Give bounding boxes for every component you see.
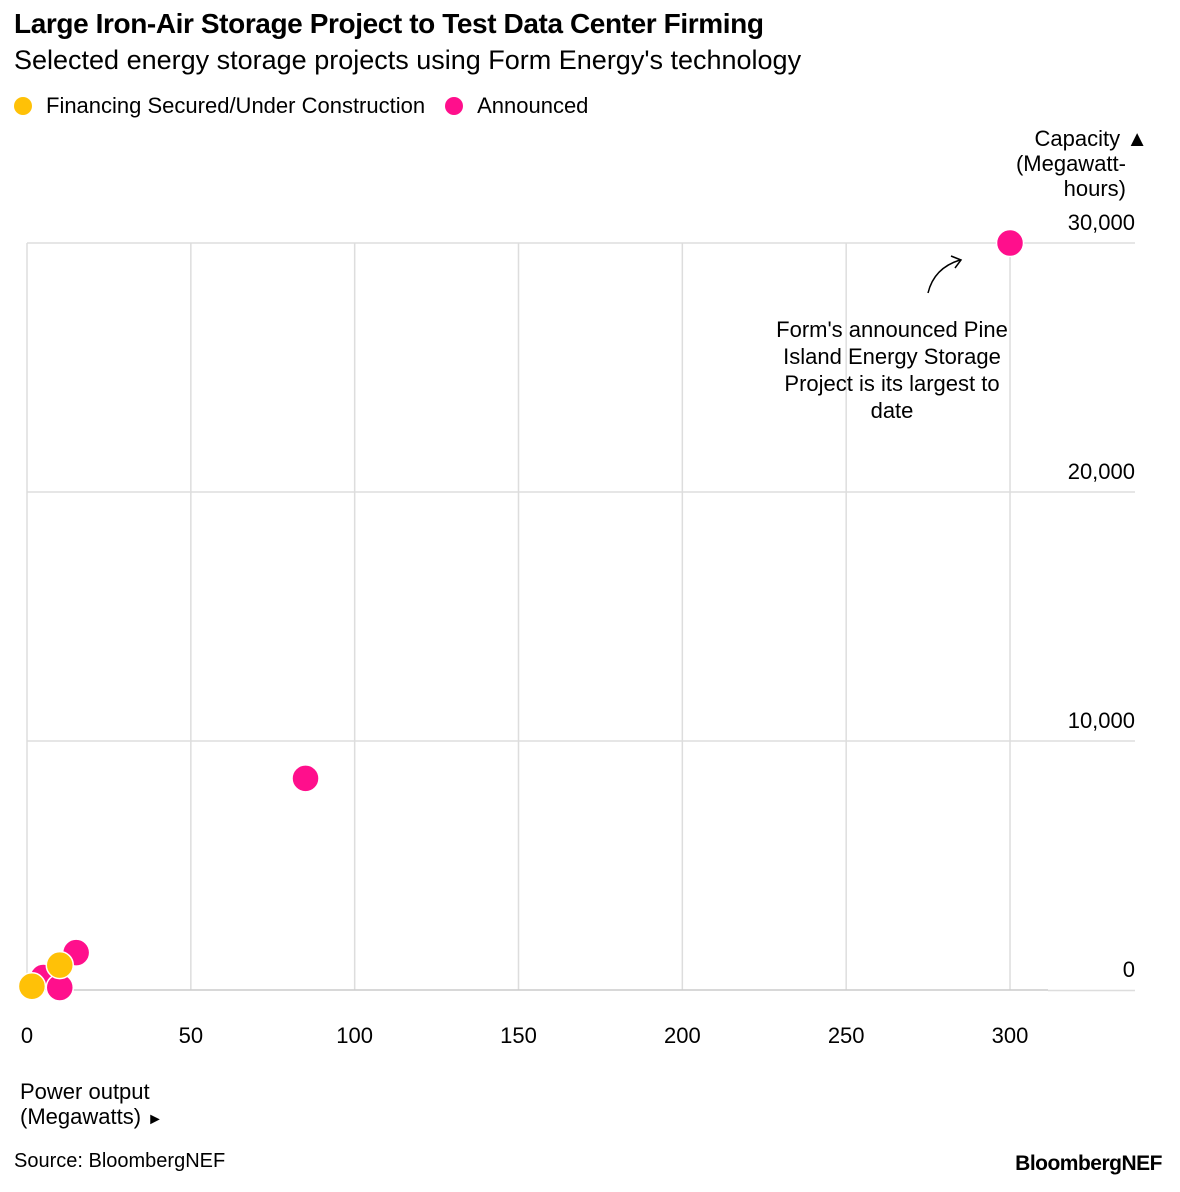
legend-swatch-announced [445,97,464,115]
x-tick-label: 50 [179,1023,203,1048]
source-note: Source: BloombergNEF [14,1150,226,1172]
x-tick-label: 150 [500,1023,537,1048]
x-tick-label: 200 [664,1023,701,1048]
y-axis-arrow-icon: ▲ [1126,126,1148,151]
legend: Financing Secured/Under Construction Ann… [14,92,608,120]
legend-swatch-financing [14,97,32,115]
x-axis-label-line2: (Megawatts) [20,1104,142,1129]
chart-subtitle: Selected energy storage projects using F… [14,45,802,75]
chart-title: Large Iron-Air Storage Project to Test D… [14,8,764,39]
annotation-arrow-line [927,259,961,294]
data-point [45,950,75,980]
y-tick-label: 20,000 [1068,459,1135,484]
y-axis-label-line2: (Megawatt- [1015,151,1126,176]
x-tick-label: 250 [828,1023,865,1048]
x-axis-arrow-icon: ► [147,1111,164,1128]
x-tick-label: 100 [336,1023,373,1048]
legend-item-announced: Announced [445,93,588,119]
annotation-pine-island: Form's announced Pine Island Energy Stor… [776,317,1008,423]
y-axis-label-line3: hours) [1063,176,1126,201]
data-point [17,972,47,1001]
data-point [995,228,1025,258]
y-axis-label-line1: Capacity [1034,126,1121,151]
brand-logo: BloombergNEF [1015,1152,1162,1175]
x-tick-label: 0 [21,1023,33,1048]
legend-item-financing: Financing Secured/Under Construction [14,93,425,119]
x-axis-label-line1: Power output [20,1079,150,1104]
data-point [291,764,320,793]
x-axis-label: Power output (Megawatts) ► [20,1079,163,1132]
y-tick-label: 30,000 [1068,210,1135,235]
legend-label-announced: Announced [477,93,589,118]
y-tick-label: 10,000 [1068,708,1135,733]
x-tick-label: 300 [992,1023,1029,1048]
y-axis-label: Capacity ▲ (Megawatt- hours) [1016,126,1148,201]
annotation-arrow-head [950,255,963,269]
y-tick-label: 0 [1123,957,1135,982]
legend-label-financing: Financing Secured/Under Construction [46,93,426,118]
